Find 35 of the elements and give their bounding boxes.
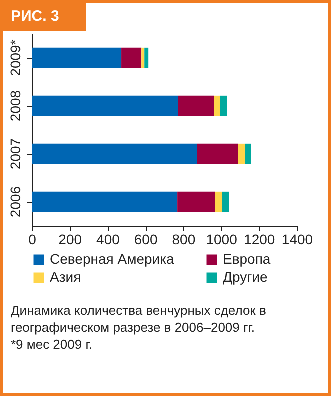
bar bbox=[32, 48, 122, 68]
chart-title: РИС. 3 bbox=[3, 3, 86, 31]
bar bbox=[142, 48, 145, 68]
x-tick-label: 1400 bbox=[282, 232, 314, 248]
bar bbox=[178, 192, 216, 212]
x-tick-label: 0 bbox=[28, 232, 37, 248]
bar bbox=[122, 48, 142, 68]
y-tick-label: 2008 bbox=[8, 90, 24, 122]
bar bbox=[178, 96, 214, 116]
bar bbox=[245, 144, 252, 164]
x-tick-label: 200 bbox=[58, 232, 82, 248]
bar bbox=[32, 96, 178, 116]
bar bbox=[32, 192, 178, 212]
legend-label: Северная Америка bbox=[50, 251, 175, 267]
x-tick-label: 400 bbox=[96, 232, 120, 248]
x-tick-label: 1000 bbox=[206, 232, 238, 248]
x-tick-label: 800 bbox=[172, 232, 196, 248]
legend-label: Другие bbox=[223, 269, 268, 285]
x-tick-label: 600 bbox=[134, 232, 158, 248]
bar bbox=[220, 96, 228, 116]
bar bbox=[144, 48, 149, 68]
y-tick-label: 2009* bbox=[8, 39, 24, 76]
bar bbox=[215, 192, 222, 212]
y-tick-label: 2007 bbox=[8, 138, 24, 170]
bar bbox=[197, 144, 238, 164]
bar bbox=[222, 192, 230, 212]
bar bbox=[214, 96, 220, 116]
text: Динамика количества венчурных сделок в географическом разрезе в 2006–2009 гг. bbox=[11, 302, 268, 336]
bar bbox=[32, 144, 198, 164]
x-tick-label: 1200 bbox=[244, 232, 276, 248]
legend-label: Европа bbox=[223, 251, 271, 267]
y-tick-label: 2006 bbox=[8, 186, 24, 218]
legend-label: Азия bbox=[50, 269, 82, 285]
text: *9 мес 2009 г. bbox=[11, 336, 94, 353]
bar bbox=[238, 144, 246, 164]
